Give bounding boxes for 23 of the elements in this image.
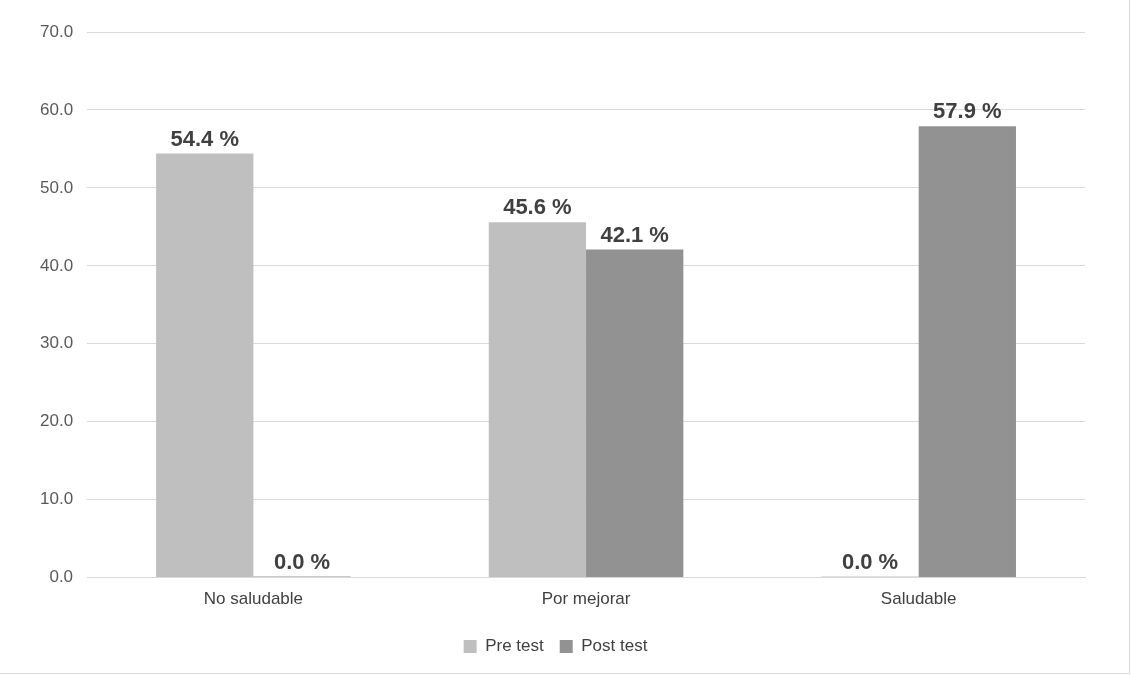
y-tick-label: 50.0 <box>39 177 74 197</box>
bar <box>156 153 254 578</box>
y-tick-label: 0.0 <box>49 567 74 587</box>
data-label: 57.9 % <box>933 98 1002 124</box>
bar <box>586 249 684 578</box>
data-label: 54.4 % <box>170 125 240 151</box>
y-tick-label: 60.0 <box>39 99 74 119</box>
y-tick-label: 40.0 <box>39 255 74 275</box>
y-tick-label: 10.0 <box>39 489 74 509</box>
data-label: 0.0 % <box>841 548 899 574</box>
y-tick-label: 20.0 <box>39 411 74 431</box>
bar <box>488 222 587 578</box>
x-tick-label: No saludable <box>203 589 304 609</box>
data-label: 45.6 % <box>503 194 572 220</box>
data-label: 42.1 % <box>600 221 669 247</box>
data-label: 0.0 % <box>273 548 331 574</box>
legend-label: Pre test <box>485 636 544 656</box>
y-tick-label: 30.0 <box>39 333 74 353</box>
legend-label: Post test <box>581 636 648 656</box>
bar <box>918 126 1016 578</box>
x-tick-label: Por mejorar <box>541 589 631 609</box>
x-tick-label: Saludable <box>880 589 957 609</box>
y-tick-label: 70.0 <box>39 21 74 41</box>
